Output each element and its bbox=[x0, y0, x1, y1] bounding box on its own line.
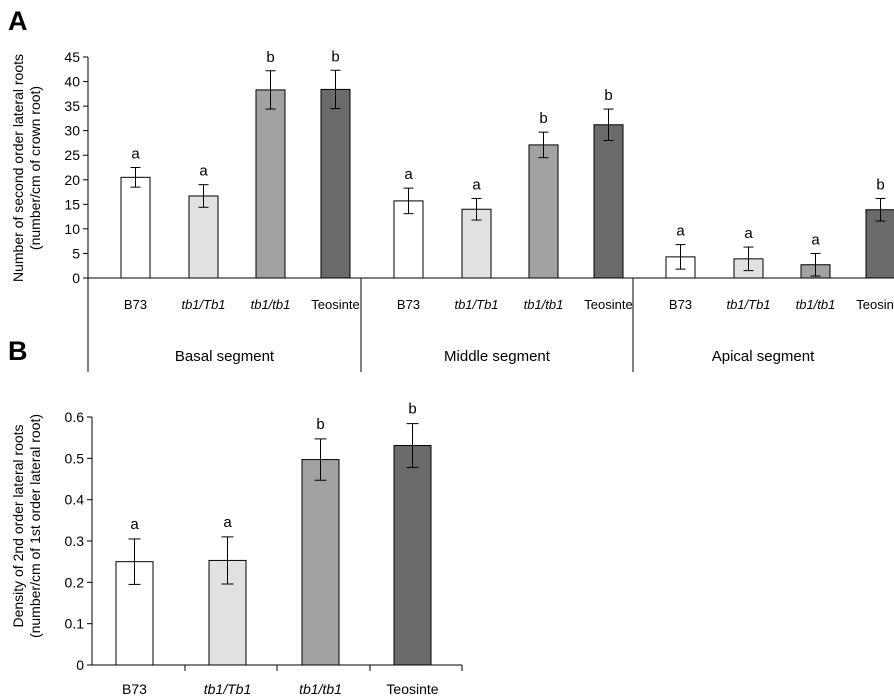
panel-b-category-label: B73 bbox=[122, 681, 147, 697]
panel-a-category-label: tb1/tb1 bbox=[796, 297, 836, 312]
panel-a-ylabel-line1: Number of second order lateral roots bbox=[10, 54, 26, 282]
panel-a-significance-letter: b bbox=[331, 48, 339, 65]
panel-a-ytick-label: 40 bbox=[64, 74, 80, 90]
panel-b-ytick-label: 0.5 bbox=[65, 450, 85, 466]
panel-a-bar bbox=[528, 144, 559, 279]
panel-b-significance-letter: a bbox=[130, 516, 139, 533]
panel-a-ytick-label: 25 bbox=[64, 147, 80, 163]
panel-a-ytick-label: 35 bbox=[64, 98, 80, 114]
panel-a-significance-letter: b bbox=[604, 87, 612, 104]
panel-a-group-label: Middle segment bbox=[444, 348, 551, 365]
panel-a-significance-letter: a bbox=[199, 163, 208, 180]
panel-a-significance-letter: b bbox=[539, 110, 547, 127]
panel-b-letter: B bbox=[8, 336, 28, 366]
panel-b-category-label: tb1/Tb1 bbox=[204, 681, 251, 697]
panel-b-bar bbox=[393, 445, 432, 666]
panel-a-category-label: Teosinte bbox=[856, 297, 894, 312]
panel-a-bar bbox=[120, 176, 151, 279]
panel-b-ytick-label: 0.6 bbox=[65, 409, 85, 425]
panel-b-ytick-label: 0.1 bbox=[65, 616, 85, 632]
panel-a-significance-letter: a bbox=[472, 176, 481, 193]
panel-a-bar bbox=[255, 89, 286, 279]
panel-b-category-label: Teosinte bbox=[386, 681, 438, 697]
panel-b-significance-letter: b bbox=[316, 416, 324, 433]
panel-a-category-label: tb1/tb1 bbox=[251, 297, 291, 312]
panel-a-significance-letter: a bbox=[404, 166, 413, 183]
panel-b-ylabel-line1: Density of 2nd order lateral roots bbox=[10, 424, 26, 627]
panel-a-significance-letter: a bbox=[131, 146, 140, 163]
panel-b-significance-letter: b bbox=[408, 401, 416, 418]
panel-a-category-label: tb1/tb1 bbox=[524, 297, 564, 312]
panel-a-ylabel-line2: (number/cm of crown root) bbox=[27, 86, 43, 250]
panel-a-category-label: B73 bbox=[669, 297, 692, 312]
panel-b-ytick-label: 0.4 bbox=[65, 492, 85, 508]
panel-a-letter: A bbox=[8, 6, 28, 36]
panel-a-significance-letter: a bbox=[744, 225, 753, 242]
panel-a-significance-letter: a bbox=[676, 223, 685, 240]
panel-a-ytick-label: 10 bbox=[64, 221, 80, 237]
panel-a-ytick-label: 20 bbox=[64, 172, 80, 188]
panel-b-ytick-label: 0.3 bbox=[65, 533, 85, 549]
panel-a-category-label: Teosinte bbox=[311, 297, 359, 312]
panel-a-ytick-label: 0 bbox=[72, 270, 80, 286]
panel-a-significance-letter: b bbox=[266, 49, 274, 66]
panel-a-significance-letter: a bbox=[811, 231, 820, 248]
panel-a-ytick-label: 15 bbox=[64, 196, 80, 212]
panel-a-ytick-label: 30 bbox=[64, 123, 80, 139]
panel-b-ytick-label: 0.2 bbox=[65, 574, 85, 590]
panel-a-bar bbox=[320, 88, 351, 279]
panel-b-significance-letter: a bbox=[223, 514, 232, 531]
panel-a-bar bbox=[593, 124, 624, 279]
panel-a-category-label: B73 bbox=[397, 297, 420, 312]
panel-a-group-label: Basal segment bbox=[175, 348, 275, 365]
panel-a-ytick-label: 45 bbox=[64, 49, 80, 65]
panel-a-category-label: tb1/Tb1 bbox=[454, 297, 498, 312]
panel-a-bar bbox=[188, 195, 219, 279]
panel-b-plot: 0 0.1 0.2 0.3 0.4 0.5 0.6 a B73 a tb1/Tb1 b tb1/tb1 b… bbox=[65, 401, 463, 697]
panel-a-category-label: tb1/Tb1 bbox=[181, 297, 225, 312]
panel-b-category-label: tb1/tb1 bbox=[299, 681, 342, 697]
panel-a-group-label: Apical segment bbox=[712, 348, 815, 365]
panel-a-significance-letter: b bbox=[876, 176, 884, 193]
panel-a-category-label: Teosinte bbox=[584, 297, 632, 312]
panel-b-bar bbox=[301, 459, 340, 666]
panel-a-bar bbox=[461, 208, 492, 279]
panel-a-plot: 0 5 10 15 20 25 30 35 40 45 Basal segment a B73 a tb1/… bbox=[64, 48, 894, 372]
panel-b-ytick-label: 0 bbox=[76, 657, 84, 673]
panel-a-category-label: tb1/Tb1 bbox=[726, 297, 770, 312]
panel-b-ylabel-line2: (number/cm of 1st order lateral root) bbox=[27, 414, 43, 638]
panel-a-ytick-label: 5 bbox=[72, 245, 80, 261]
panel-a-category-label: B73 bbox=[124, 297, 147, 312]
